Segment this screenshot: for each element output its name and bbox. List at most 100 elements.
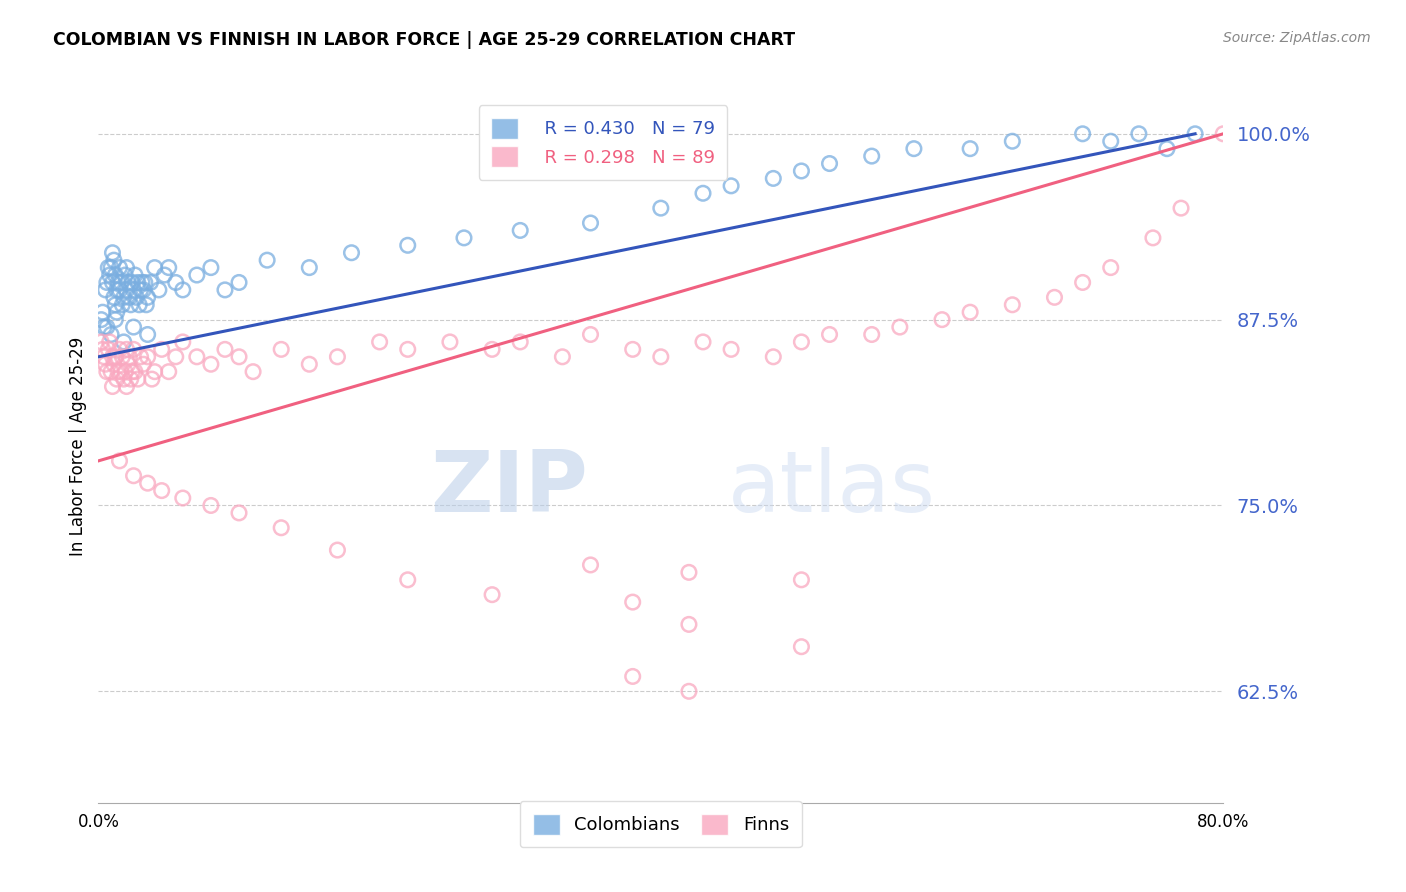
- Point: [860, 149, 883, 163]
- Point: [396, 343, 419, 357]
- Point: [115, 283, 138, 297]
- Point: [98, 268, 121, 282]
- Point: [104, 312, 127, 326]
- Point: [108, 283, 131, 297]
- Point: [678, 566, 700, 580]
- Point: [165, 276, 187, 290]
- Point: [118, 350, 141, 364]
- Point: [143, 365, 166, 379]
- Point: [91, 343, 114, 357]
- Point: [108, 343, 131, 357]
- Point: [298, 260, 321, 275]
- Point: [1043, 290, 1066, 304]
- Point: [298, 357, 321, 371]
- Point: [165, 350, 187, 364]
- Point: [228, 506, 250, 520]
- Point: [439, 334, 461, 349]
- Point: [579, 558, 602, 572]
- Point: [256, 253, 278, 268]
- Point: [903, 142, 925, 156]
- Point: [115, 260, 138, 275]
- Point: [97, 343, 120, 357]
- Point: [122, 468, 145, 483]
- Point: [200, 260, 222, 275]
- Point: [678, 617, 700, 632]
- Point: [790, 640, 813, 654]
- Point: [117, 276, 139, 290]
- Point: [129, 350, 152, 364]
- Point: [1001, 134, 1024, 148]
- Point: [104, 298, 127, 312]
- Legend: Colombians, Finns: Colombians, Finns: [520, 801, 801, 847]
- Point: [720, 343, 742, 357]
- Point: [112, 290, 135, 304]
- Point: [270, 343, 292, 357]
- Point: [157, 365, 180, 379]
- Point: [124, 365, 146, 379]
- Point: [96, 365, 118, 379]
- Point: [93, 350, 115, 364]
- Point: [105, 283, 128, 297]
- Point: [122, 343, 145, 357]
- Point: [242, 365, 264, 379]
- Point: [115, 379, 138, 393]
- Point: [228, 350, 250, 364]
- Point: [128, 298, 150, 312]
- Point: [270, 521, 292, 535]
- Point: [136, 350, 159, 364]
- Point: [136, 327, 159, 342]
- Point: [214, 283, 236, 297]
- Point: [172, 283, 194, 297]
- Point: [621, 343, 644, 357]
- Point: [186, 350, 208, 364]
- Text: ZIP: ZIP: [430, 447, 588, 531]
- Point: [110, 365, 132, 379]
- Point: [790, 164, 813, 178]
- Point: [1099, 260, 1122, 275]
- Point: [678, 684, 700, 698]
- Point: [139, 276, 162, 290]
- Point: [101, 245, 124, 260]
- Point: [134, 276, 156, 290]
- Point: [453, 231, 475, 245]
- Point: [129, 283, 152, 297]
- Point: [860, 327, 883, 342]
- Point: [103, 290, 125, 304]
- Point: [153, 268, 176, 282]
- Point: [1071, 127, 1094, 141]
- Point: [1128, 127, 1150, 141]
- Point: [650, 201, 672, 215]
- Point: [103, 357, 125, 371]
- Point: [579, 216, 602, 230]
- Point: [136, 290, 159, 304]
- Point: [720, 178, 742, 193]
- Point: [97, 260, 120, 275]
- Point: [141, 372, 163, 386]
- Point: [120, 298, 142, 312]
- Point: [214, 343, 236, 357]
- Point: [90, 312, 112, 326]
- Point: [509, 223, 531, 237]
- Point: [111, 350, 134, 364]
- Point: [124, 268, 146, 282]
- Point: [621, 669, 644, 683]
- Point: [100, 260, 122, 275]
- Point: [132, 357, 155, 371]
- Point: [818, 156, 841, 170]
- Point: [96, 276, 118, 290]
- Point: [98, 334, 121, 349]
- Point: [108, 260, 131, 275]
- Text: atlas: atlas: [728, 447, 936, 531]
- Point: [1212, 127, 1234, 141]
- Point: [148, 283, 170, 297]
- Point: [228, 276, 250, 290]
- Point: [551, 350, 574, 364]
- Point: [1001, 298, 1024, 312]
- Point: [100, 365, 122, 379]
- Point: [135, 298, 157, 312]
- Point: [127, 372, 149, 386]
- Point: [94, 357, 117, 371]
- Point: [509, 334, 531, 349]
- Point: [91, 305, 114, 319]
- Point: [101, 379, 124, 393]
